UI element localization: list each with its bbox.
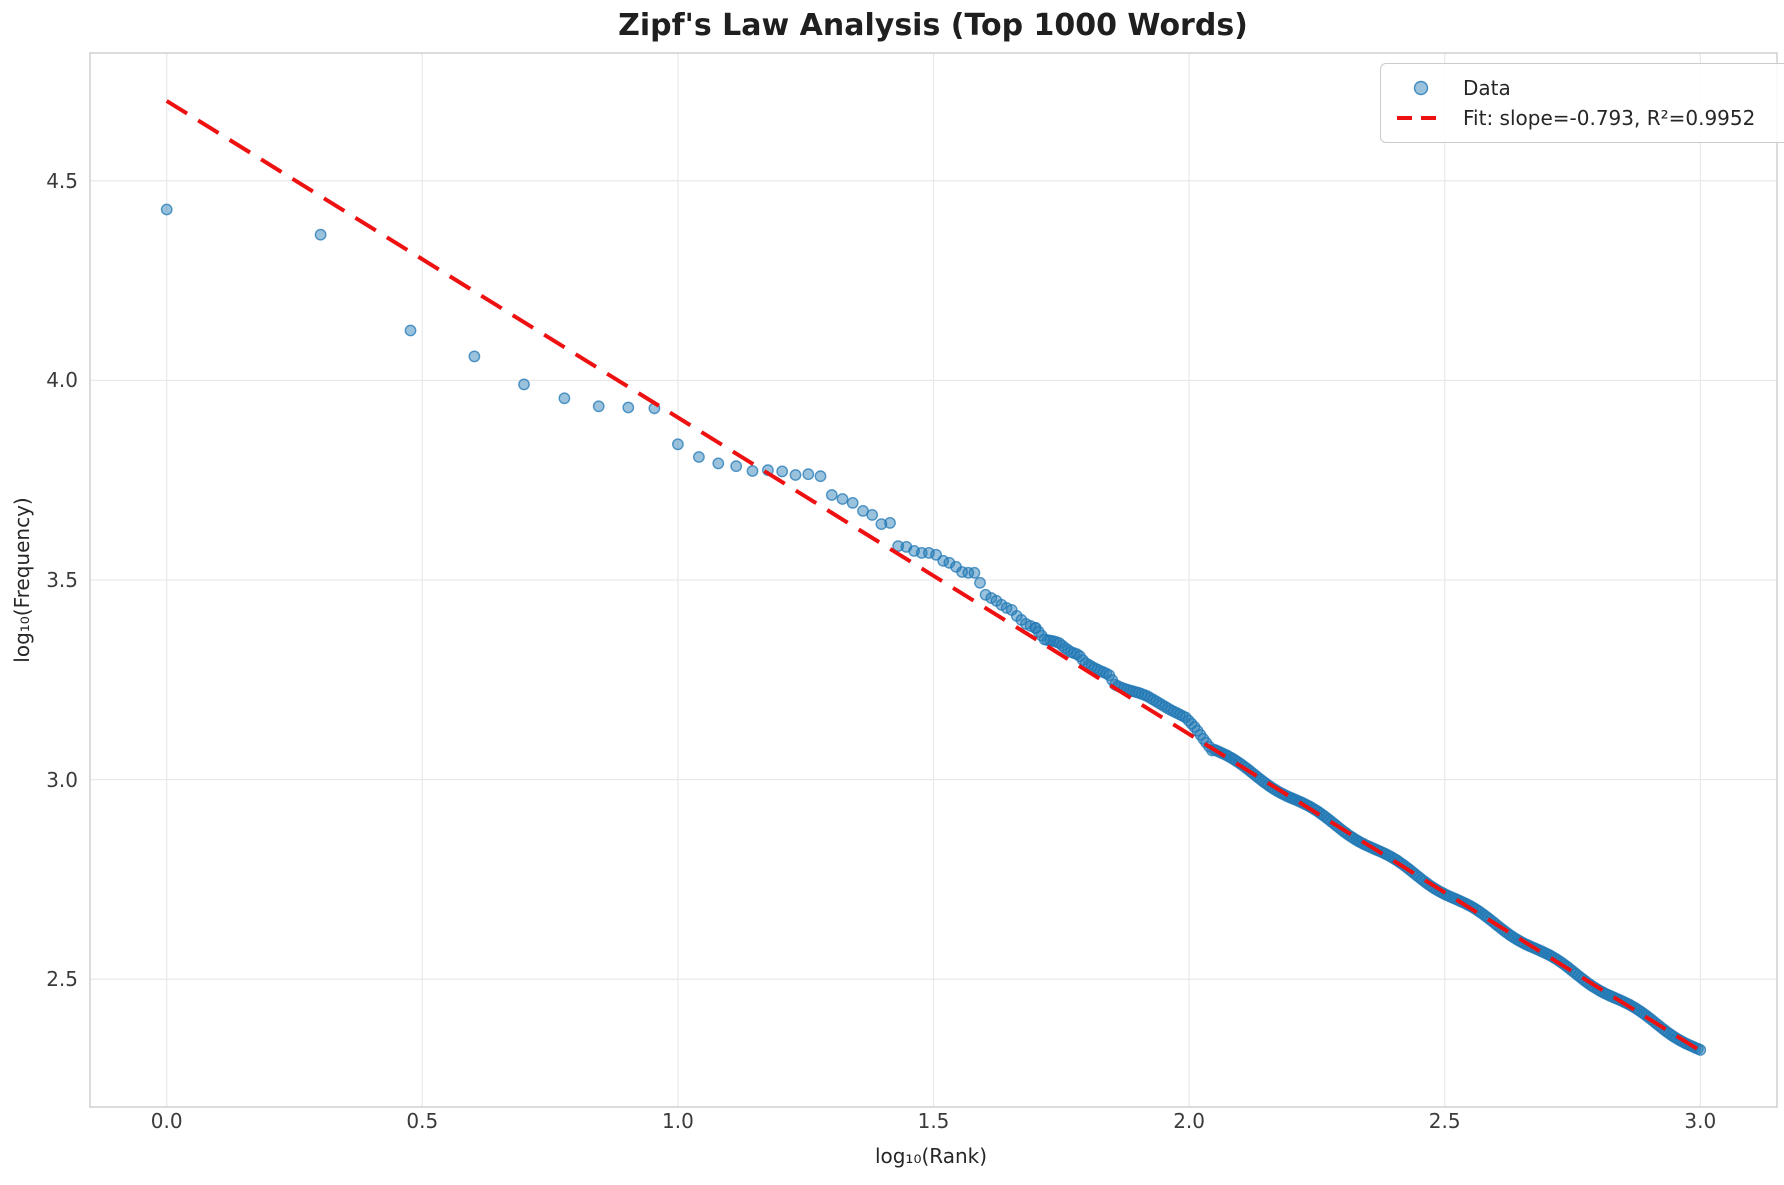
x-tick-label: 2.0 xyxy=(1173,1109,1205,1133)
data-point xyxy=(884,517,896,529)
data-point xyxy=(974,576,986,589)
data-point xyxy=(943,556,956,569)
data-point xyxy=(825,489,838,501)
data-point xyxy=(468,350,481,363)
legend-label-fit: Fit: slope=-0.793, R²=0.9952 xyxy=(1463,106,1756,131)
data-point xyxy=(846,496,859,509)
legend: Data Fit: slope=-0.793, R²=0.9952 xyxy=(1380,63,1784,143)
x-tick-label: 2.5 xyxy=(1428,1109,1461,1133)
legend-item-data: Data xyxy=(1395,76,1784,100)
y-tick-label: 3.5 xyxy=(46,568,78,592)
x-tick-label: 0.5 xyxy=(406,1109,439,1133)
data-point xyxy=(712,457,725,470)
data-point xyxy=(968,566,981,579)
y-tick-label: 4.5 xyxy=(46,168,78,193)
x-tick-label: 0.0 xyxy=(150,1109,183,1133)
data-point xyxy=(776,465,789,478)
y-tick-label: 3.0 xyxy=(46,767,78,792)
dashed-line-icon xyxy=(1397,116,1445,121)
data-point xyxy=(746,465,759,477)
data-point xyxy=(404,324,417,337)
x-axis-label: log₁₀(Rank) xyxy=(874,1144,988,1168)
data-point xyxy=(314,228,327,241)
scatter-marker-icon xyxy=(1413,80,1429,95)
x-tick-label: 3.0 xyxy=(1684,1109,1717,1133)
data-point xyxy=(160,203,173,216)
chart-title: Zipf's Law Analysis (Top 1000 Words) xyxy=(618,8,1248,43)
data-point xyxy=(802,468,815,481)
data-point xyxy=(693,451,705,463)
x-tick-label: 1.0 xyxy=(661,1109,694,1133)
legend-item-fit: Fit: slope=-0.793, R²=0.9952 xyxy=(1395,106,1784,130)
data-point xyxy=(622,401,635,414)
data-point xyxy=(518,378,530,391)
fit-line xyxy=(165,99,1702,1053)
data-point xyxy=(789,469,802,481)
data-point xyxy=(866,509,879,521)
data-point xyxy=(836,493,849,505)
legend-label-data: Data xyxy=(1463,75,1511,100)
gridlines xyxy=(90,53,1777,1107)
data-point xyxy=(558,392,571,405)
data-point xyxy=(979,588,992,601)
data-point xyxy=(962,566,975,579)
data-point xyxy=(592,400,605,413)
plot-border xyxy=(89,52,1778,1108)
x-tick-label: 1.5 xyxy=(917,1109,950,1133)
data-point xyxy=(672,438,684,451)
data-point xyxy=(875,518,888,530)
data-point xyxy=(730,460,743,473)
data-point xyxy=(814,470,827,483)
y-tick-label: 4.0 xyxy=(46,368,78,393)
y-tick-label: 2.5 xyxy=(46,967,78,992)
